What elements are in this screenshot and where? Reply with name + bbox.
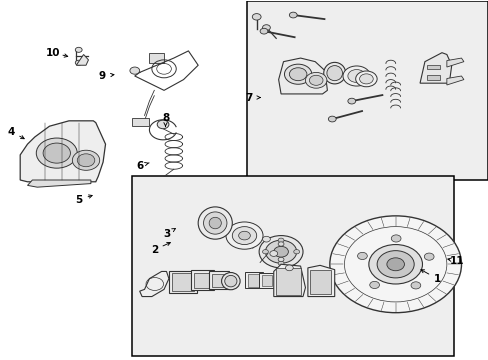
- Ellipse shape: [323, 62, 345, 84]
- Circle shape: [75, 60, 82, 65]
- Circle shape: [342, 66, 369, 86]
- Bar: [132, 118, 149, 126]
- Text: 6: 6: [136, 161, 143, 171]
- Circle shape: [265, 240, 296, 263]
- Bar: [247, 274, 260, 287]
- Polygon shape: [149, 53, 163, 63]
- Circle shape: [273, 246, 288, 257]
- Polygon shape: [140, 271, 168, 297]
- Circle shape: [262, 249, 268, 254]
- Circle shape: [285, 265, 293, 271]
- Circle shape: [376, 251, 413, 278]
- Circle shape: [259, 235, 303, 268]
- Polygon shape: [259, 273, 274, 288]
- Circle shape: [305, 72, 326, 88]
- Circle shape: [386, 258, 404, 271]
- Text: 7: 7: [245, 93, 253, 103]
- Circle shape: [232, 226, 256, 244]
- Circle shape: [262, 25, 270, 31]
- Circle shape: [72, 150, 100, 170]
- Ellipse shape: [224, 275, 237, 287]
- Circle shape: [369, 282, 379, 288]
- Polygon shape: [307, 265, 334, 297]
- Bar: [427, 64, 439, 69]
- Ellipse shape: [203, 212, 226, 234]
- Polygon shape: [27, 180, 91, 187]
- Circle shape: [289, 12, 297, 18]
- Circle shape: [260, 28, 267, 34]
- Circle shape: [75, 47, 82, 52]
- Circle shape: [293, 249, 299, 254]
- Bar: [310, 270, 330, 294]
- Circle shape: [269, 251, 277, 256]
- Circle shape: [347, 98, 355, 104]
- Circle shape: [390, 235, 400, 242]
- Bar: [212, 274, 225, 287]
- Circle shape: [278, 257, 284, 262]
- Circle shape: [225, 222, 263, 249]
- Circle shape: [355, 71, 376, 87]
- Circle shape: [329, 216, 461, 313]
- Circle shape: [357, 252, 366, 260]
- Ellipse shape: [198, 207, 232, 239]
- Text: 11: 11: [448, 256, 463, 266]
- Circle shape: [278, 261, 284, 265]
- Polygon shape: [245, 273, 262, 288]
- Text: 9: 9: [99, 71, 105, 81]
- Polygon shape: [446, 76, 463, 85]
- Circle shape: [424, 253, 433, 260]
- Circle shape: [262, 236, 270, 242]
- Text: 8: 8: [162, 113, 169, 123]
- Text: 10: 10: [46, 48, 61, 58]
- Ellipse shape: [209, 217, 221, 229]
- Text: 1: 1: [432, 274, 440, 284]
- Polygon shape: [278, 58, 327, 94]
- Bar: [261, 275, 272, 286]
- Polygon shape: [419, 53, 451, 83]
- Bar: [276, 268, 300, 295]
- Text: 4: 4: [8, 127, 15, 136]
- Circle shape: [238, 231, 250, 240]
- Ellipse shape: [326, 66, 342, 81]
- Bar: [193, 273, 211, 288]
- Circle shape: [278, 238, 284, 242]
- Circle shape: [252, 14, 261, 20]
- Circle shape: [347, 69, 365, 82]
- Circle shape: [43, 143, 70, 163]
- Circle shape: [359, 74, 372, 84]
- Text: 2: 2: [150, 245, 158, 255]
- Bar: [246, 1, 488, 180]
- Bar: [132, 176, 453, 356]
- Circle shape: [77, 154, 95, 167]
- Bar: [171, 273, 194, 291]
- Circle shape: [289, 68, 306, 81]
- Polygon shape: [76, 54, 88, 65]
- Polygon shape: [209, 271, 228, 289]
- Circle shape: [157, 120, 168, 129]
- Circle shape: [309, 75, 323, 85]
- Circle shape: [130, 67, 140, 74]
- Ellipse shape: [221, 273, 240, 290]
- Text: 3: 3: [163, 229, 170, 239]
- Polygon shape: [273, 264, 305, 297]
- Circle shape: [278, 242, 284, 246]
- Circle shape: [410, 282, 420, 289]
- Circle shape: [328, 116, 335, 122]
- Circle shape: [36, 138, 77, 168]
- Circle shape: [368, 244, 422, 284]
- Polygon shape: [168, 271, 197, 293]
- Circle shape: [284, 64, 311, 84]
- Polygon shape: [446, 58, 463, 67]
- Polygon shape: [20, 121, 105, 182]
- Text: 5: 5: [75, 195, 82, 205]
- Polygon shape: [190, 270, 214, 291]
- Bar: [427, 75, 439, 80]
